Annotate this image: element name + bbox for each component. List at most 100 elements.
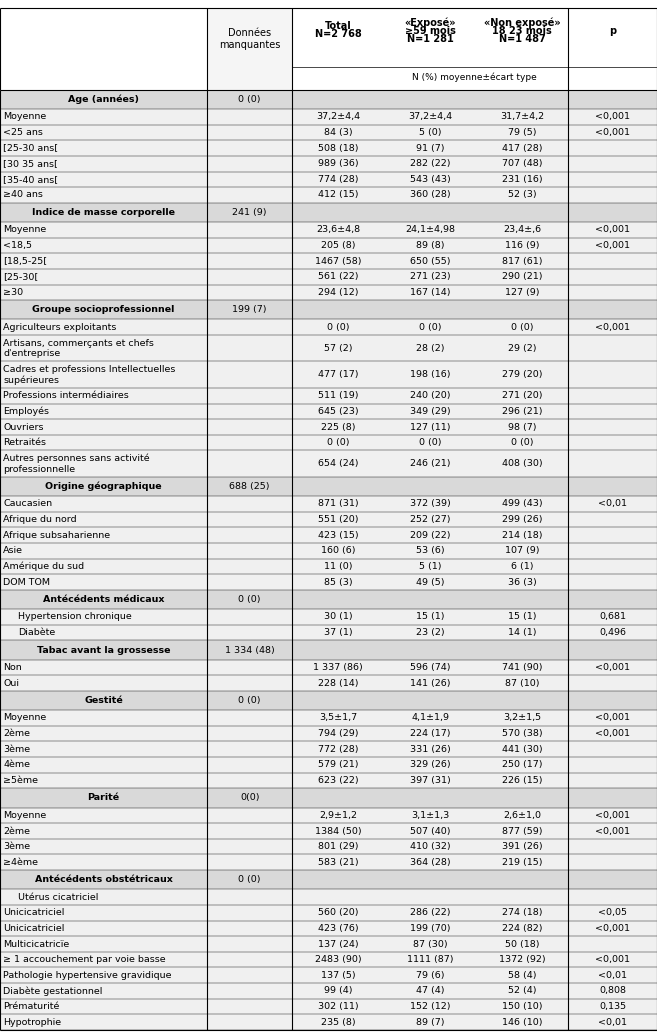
Text: 52 (4): 52 (4) [508,986,537,996]
Text: 250 (17): 250 (17) [502,760,543,769]
Text: 286 (22): 286 (22) [410,908,451,917]
Text: 0 (0): 0 (0) [238,696,261,705]
Text: 30 (1): 30 (1) [324,612,353,621]
Text: Prématurité: Prématurité [3,1002,59,1011]
Text: 650 (55): 650 (55) [410,256,451,266]
Text: <0,05: <0,05 [598,908,627,917]
Text: 167 (14): 167 (14) [410,287,451,297]
Text: 423 (76): 423 (76) [318,924,359,933]
Text: 570 (38): 570 (38) [502,729,543,738]
Text: [30 35 ans[: [30 35 ans[ [3,159,58,169]
Text: Origine géographique: Origine géographique [45,482,162,491]
Text: Total: Total [325,21,351,31]
Text: 543 (43): 543 (43) [410,175,451,184]
Text: 146 (10): 146 (10) [502,1017,543,1027]
Text: [35-40 ans[: [35-40 ans[ [3,175,58,184]
Text: 141 (26): 141 (26) [410,678,451,688]
Text: 3,2±1,5: 3,2±1,5 [503,713,541,723]
Bar [0,757,657,772]
Text: <0,001: <0,001 [595,241,630,250]
Bar [0,320,657,335]
Text: 877 (59): 877 (59) [502,826,543,835]
Text: 4ème: 4ème [3,760,30,769]
Text: 3ème: 3ème [3,744,30,754]
Text: ≥30: ≥30 [3,287,23,297]
Text: 224 (17): 224 (17) [410,729,451,738]
Text: 24,1±4,98: 24,1±4,98 [405,225,455,235]
Text: 279 (20): 279 (20) [502,370,543,379]
Text: 282 (22): 282 (22) [410,159,451,169]
Text: Caucasien: Caucasien [3,499,52,509]
Text: Afrique du nord: Afrique du nord [3,515,77,524]
Text: 6 (1): 6 (1) [511,562,533,571]
Bar [0,335,657,362]
Text: [25-30 ans[: [25-30 ans[ [3,144,58,153]
Bar [0,772,657,788]
Bar [0,710,657,726]
Bar [0,889,657,905]
Text: Pathologie hypertensive gravidique: Pathologie hypertensive gravidique [3,971,171,980]
Text: N=1 281: N=1 281 [407,34,454,44]
Text: [25-30[: [25-30[ [3,272,38,281]
Text: <0,01: <0,01 [598,1017,627,1027]
Text: Afrique subsaharienne: Afrique subsaharienne [3,530,110,540]
Text: 224 (82): 224 (82) [502,924,543,933]
Text: Données
manquantes: Données manquantes [219,28,281,50]
Text: Non: Non [3,663,22,672]
Bar [0,590,657,609]
Bar [0,640,657,660]
Text: 53 (6): 53 (6) [416,546,445,555]
Text: <0,001: <0,001 [595,729,630,738]
Text: Unicicatriciel: Unicicatriciel [3,908,64,917]
Bar [0,253,657,269]
Text: 87 (10): 87 (10) [505,678,539,688]
Bar [0,983,657,999]
Text: 817 (61): 817 (61) [502,256,543,266]
Text: Retraités: Retraités [3,438,46,447]
Text: 0 (0): 0 (0) [327,438,350,447]
Text: Parité: Parité [87,793,120,802]
Text: <0,001: <0,001 [595,663,630,672]
Text: 240 (20): 240 (20) [410,391,451,400]
Text: 290 (21): 290 (21) [502,272,543,281]
Text: 160 (6): 160 (6) [321,546,355,555]
Text: 84 (3): 84 (3) [324,128,353,136]
Text: <0,001: <0,001 [595,955,630,964]
Bar [0,187,657,203]
Text: 11 (0): 11 (0) [324,562,353,571]
Text: 2ème: 2ème [3,729,30,738]
Bar [0,574,657,590]
Text: 331 (26): 331 (26) [410,744,451,754]
Text: Agriculteurs exploitants: Agriculteurs exploitants [3,323,116,332]
Text: 52 (3): 52 (3) [508,190,537,200]
Text: 57 (2): 57 (2) [324,343,353,353]
Bar [0,388,657,403]
Text: Employés: Employés [3,406,49,416]
Text: 3,5±1,7: 3,5±1,7 [319,713,357,723]
Text: 0,681: 0,681 [599,612,626,621]
Text: Moyenne: Moyenne [3,713,46,723]
Text: 0(0): 0(0) [240,793,260,802]
Text: 241 (9): 241 (9) [233,208,267,217]
Text: 205 (8): 205 (8) [321,241,355,250]
Text: 551 (20): 551 (20) [318,515,359,524]
Text: Diabète gestationnel: Diabète gestationnel [3,986,102,996]
Text: 29 (2): 29 (2) [508,343,537,353]
Text: Gestité: Gestité [84,696,123,705]
Text: 0 (0): 0 (0) [419,323,442,332]
Text: <0,001: <0,001 [595,113,630,121]
Text: 349 (29): 349 (29) [410,407,451,416]
Text: Moyenne: Moyenne [3,113,46,121]
Text: 441 (30): 441 (30) [502,744,543,754]
Text: «Exposé»: «Exposé» [405,18,456,28]
Text: 0 (0): 0 (0) [238,875,261,884]
Text: 150 (10): 150 (10) [502,1002,543,1011]
Bar [0,141,657,156]
Text: 152 (12): 152 (12) [410,1002,451,1011]
Text: 0 (0): 0 (0) [327,323,350,332]
Text: 741 (90): 741 (90) [502,663,543,672]
Text: 225 (8): 225 (8) [321,423,355,431]
Bar [0,269,657,284]
Text: 18 23 mois: 18 23 mois [493,26,552,36]
Text: DOM TOM: DOM TOM [3,578,50,586]
